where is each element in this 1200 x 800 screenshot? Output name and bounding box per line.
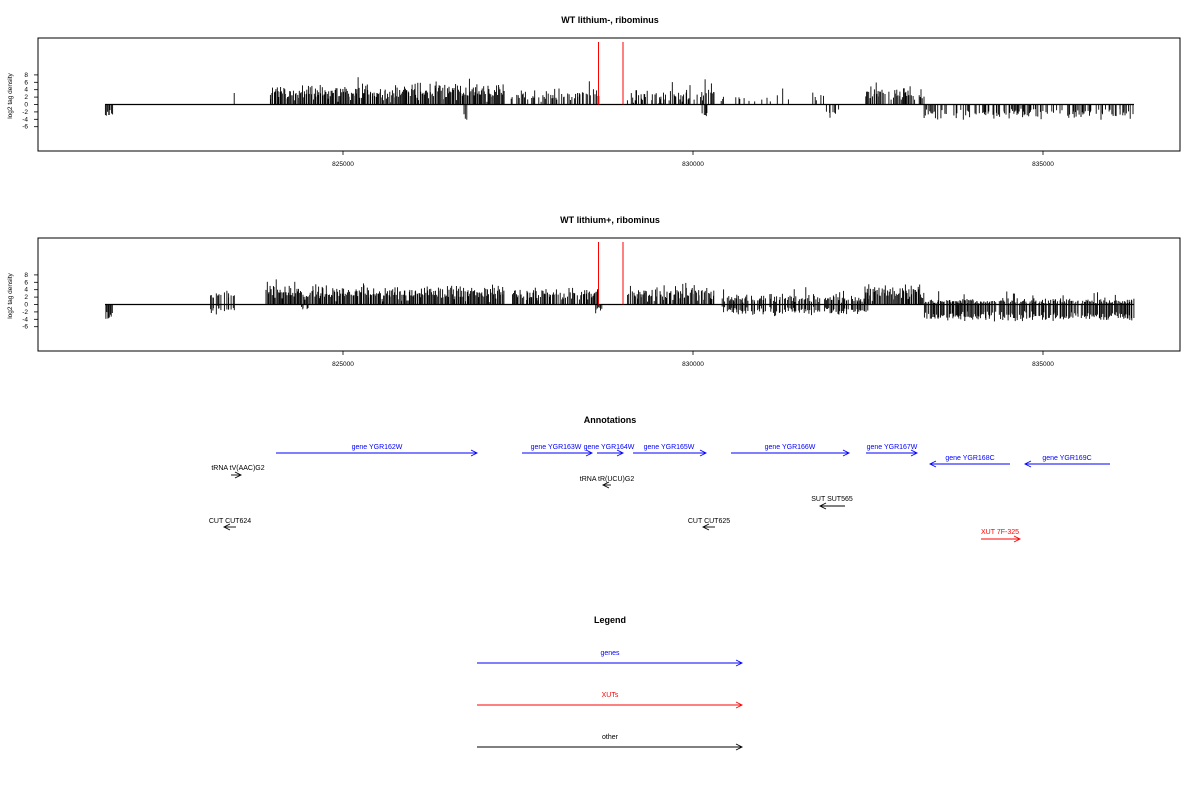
annotation-arrow-head <box>910 449 919 457</box>
x-axis: 825000 830000 835000 <box>332 351 1054 368</box>
annotation-arrow-head <box>842 449 851 457</box>
legend-label: XUTs <box>602 692 619 699</box>
annotation-arrow-head <box>234 471 243 479</box>
annotation-label: gene YGR168C <box>945 455 994 462</box>
annotation-item: CUT CUT624 <box>209 518 251 531</box>
x-tick-label: 835000 <box>1032 161 1054 168</box>
annotation-label: gene YGR167W <box>867 444 918 451</box>
annotation-item: tRNA tV(AAC)G2 <box>211 465 265 479</box>
annotation-arrow-head <box>928 460 937 468</box>
legend-arrow-head <box>735 701 744 709</box>
x-tick-label: 825000 <box>332 161 354 168</box>
legend-label: other <box>602 734 619 741</box>
annotation-item: gene YGR166W <box>731 444 851 457</box>
annotations-title: Annotations <box>584 415 637 425</box>
y-tick-label: 6 <box>24 279 28 286</box>
annotation-label: gene YGR165W <box>644 444 695 451</box>
annotation-item: CUT CUT625 <box>688 518 730 531</box>
track-title: WT lithium-, ribominus <box>561 15 659 25</box>
annotation-item: gene YGR165W <box>633 444 708 457</box>
y-tick-label: 0 <box>24 302 28 309</box>
legend-item: XUTs <box>477 692 744 709</box>
marker-lines <box>598 42 624 105</box>
annotation-arrow-head <box>585 449 594 457</box>
x-axis: 825000 830000 835000 <box>332 151 1054 168</box>
annotation-arrow-head <box>470 449 479 457</box>
annotation-label: tRNA tR(UCU)G2 <box>580 476 635 483</box>
annotation-arrow-head <box>1023 460 1032 468</box>
annotation-label: gene YGR162W <box>352 444 403 451</box>
y-tick-label: 8 <box>24 72 28 79</box>
y-tick-label: 4 <box>24 87 28 94</box>
annotation-label: tRNA tV(AAC)G2 <box>211 465 264 472</box>
annotation-label: SUT SUT565 <box>811 496 853 503</box>
annotation-arrow-head <box>222 523 231 531</box>
marker-lines <box>598 242 624 305</box>
track-panel-lithium-plus: WT lithium+, ribominus log2 tag density … <box>7 215 1181 368</box>
annotation-label: gene YGR166W <box>765 444 816 451</box>
annotation-item: XUT 7F-325 <box>981 529 1022 543</box>
annotation-item: gene YGR169C <box>1023 455 1110 468</box>
legend-item: other <box>477 734 744 751</box>
x-tick-label: 830000 <box>682 161 704 168</box>
annotation-arrow-head <box>818 502 827 510</box>
y-tick-label: -6 <box>22 124 28 131</box>
annotation-label: CUT CUT624 <box>209 518 251 525</box>
annotation-track: Annotations gene YGR162W gene YGR163W gene… <box>209 415 1110 543</box>
legend-arrow-head <box>735 659 744 667</box>
bar-series <box>105 279 1135 322</box>
y-tick-label: 0 <box>24 102 28 109</box>
legend-label: genes <box>600 650 620 657</box>
annotation-arrow-head <box>699 449 708 457</box>
annotation-item: gene YGR167W <box>866 444 919 457</box>
legend: Legend genes XUTs other <box>477 615 744 751</box>
x-tick-label: 835000 <box>1032 361 1054 368</box>
annotation-arrow-head <box>601 481 610 489</box>
annotation-label: gene YGR169C <box>1042 455 1091 462</box>
annotation-item: SUT SUT565 <box>811 496 853 510</box>
track-title: WT lithium+, ribominus <box>560 215 660 225</box>
track-panel-lithium-minus: WT lithium-, ribominus log2 tag density … <box>7 15 1181 168</box>
plot-frame <box>37 37 1181 152</box>
x-tick-label: 830000 <box>682 361 704 368</box>
annotation-label: gene YGR164W <box>584 444 635 451</box>
annotation-arrow-head <box>1013 535 1022 543</box>
annotation-label: XUT 7F-325 <box>981 529 1019 536</box>
annotation-label: CUT CUT625 <box>688 518 730 525</box>
y-axis-label: log2 tag density <box>7 72 14 118</box>
y-tick-label: -2 <box>22 309 28 316</box>
annotation-item: gene YGR164W <box>584 444 635 457</box>
annotation-item: gene YGR162W <box>276 444 479 457</box>
y-tick-label: 8 <box>24 272 28 279</box>
y-axis-label: log2 tag density <box>7 272 14 318</box>
y-tick-label: -2 <box>22 109 28 116</box>
plot-frame <box>37 237 1181 352</box>
legend-arrow-head <box>735 743 744 751</box>
annotation-item: tRNA tR(UCU)G2 <box>580 476 635 489</box>
annotation-label: gene YGR163W <box>531 444 582 451</box>
annotation-arrow-head <box>616 449 625 457</box>
legend-title: Legend <box>594 615 626 625</box>
legend-item: genes <box>477 650 744 667</box>
y-tick-label: -4 <box>22 116 28 123</box>
annotation-item: gene YGR168C <box>928 455 1010 468</box>
annotation-item: gene YGR163W <box>522 444 594 457</box>
y-tick-label: 2 <box>24 94 28 101</box>
y-tick-label: -4 <box>22 316 28 323</box>
y-tick-label: -6 <box>22 324 28 331</box>
y-tick-label: 6 <box>24 79 28 86</box>
y-tick-label: 4 <box>24 287 28 294</box>
annotation-arrow-head <box>701 523 710 531</box>
y-tick-label: 2 <box>24 294 28 301</box>
x-tick-label: 825000 <box>332 361 354 368</box>
bar-series <box>104 77 1134 120</box>
